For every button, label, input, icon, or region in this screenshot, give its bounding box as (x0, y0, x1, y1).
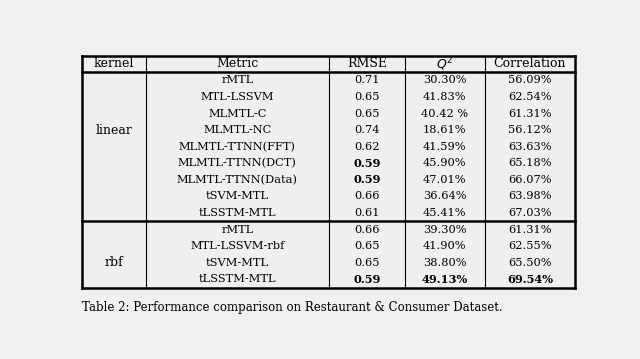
Text: kernel: kernel (94, 57, 134, 70)
Text: 61.31%: 61.31% (508, 108, 552, 118)
Text: 0.65: 0.65 (354, 258, 380, 268)
Text: 0.65: 0.65 (354, 92, 380, 102)
Text: 66.07%: 66.07% (508, 175, 552, 185)
Text: $\it{Q}^2$: $\it{Q}^2$ (436, 55, 453, 73)
Text: 67.03%: 67.03% (508, 208, 552, 218)
Text: 39.30%: 39.30% (423, 225, 467, 235)
Text: 62.54%: 62.54% (508, 92, 552, 102)
Text: 45.90%: 45.90% (423, 158, 467, 168)
Text: 41.83%: 41.83% (423, 92, 467, 102)
Text: Correlation: Correlation (493, 57, 566, 70)
Text: 69.54%: 69.54% (507, 274, 553, 285)
Text: MLMTL-TTNN(Data): MLMTL-TTNN(Data) (177, 175, 298, 185)
Text: 0.59: 0.59 (353, 174, 381, 185)
Text: 41.90%: 41.90% (423, 241, 467, 251)
Text: 65.18%: 65.18% (508, 158, 552, 168)
Text: 40.42 %: 40.42 % (421, 108, 468, 118)
Text: 0.66: 0.66 (354, 191, 380, 201)
Text: 30.30%: 30.30% (423, 75, 467, 85)
Text: rbf: rbf (105, 256, 124, 269)
Text: MLMTL-NC: MLMTL-NC (204, 125, 271, 135)
Text: MTL-LSSVM: MTL-LSSVM (201, 92, 274, 102)
Text: 49.13%: 49.13% (422, 274, 468, 285)
Text: MLMTL-TTNN(FFT): MLMTL-TTNN(FFT) (179, 141, 296, 152)
Text: 41.59%: 41.59% (423, 142, 467, 152)
Text: 65.50%: 65.50% (508, 258, 552, 268)
Text: 0.61: 0.61 (354, 208, 380, 218)
Text: MLMTL-C: MLMTL-C (208, 108, 267, 118)
Text: 38.80%: 38.80% (423, 258, 467, 268)
Text: 0.66: 0.66 (354, 225, 380, 235)
Text: Metric: Metric (216, 57, 259, 70)
Text: 0.65: 0.65 (354, 241, 380, 251)
Text: Table 2: Performance comparison on Restaurant & Consumer Dataset.: Table 2: Performance comparison on Resta… (83, 300, 503, 313)
Bar (83, 56, 575, 288)
Text: 0.74: 0.74 (354, 125, 380, 135)
Text: rMTL: rMTL (221, 75, 253, 85)
Text: 56.12%: 56.12% (508, 125, 552, 135)
Text: 0.71: 0.71 (354, 75, 380, 85)
Text: tSVM-MTL: tSVM-MTL (206, 258, 269, 268)
Text: MLMTL-TTNN(DCT): MLMTL-TTNN(DCT) (178, 158, 297, 168)
Text: 18.61%: 18.61% (423, 125, 467, 135)
Text: 61.31%: 61.31% (508, 225, 552, 235)
Text: linear: linear (95, 123, 132, 137)
Text: 0.62: 0.62 (354, 142, 380, 152)
Text: 63.98%: 63.98% (508, 191, 552, 201)
Text: 0.65: 0.65 (354, 108, 380, 118)
Text: 36.64%: 36.64% (423, 191, 467, 201)
Text: tSVM-MTL: tSVM-MTL (206, 191, 269, 201)
Text: 0.59: 0.59 (353, 274, 381, 285)
Text: 56.09%: 56.09% (508, 75, 552, 85)
Text: 45.41%: 45.41% (423, 208, 467, 218)
Text: RMSE: RMSE (347, 57, 387, 70)
Text: tLSSTM-MTL: tLSSTM-MTL (198, 274, 276, 284)
Text: MTL-LSSVM-rbf: MTL-LSSVM-rbf (190, 241, 285, 251)
Text: 0.59: 0.59 (353, 158, 381, 169)
Text: rMTL: rMTL (221, 225, 253, 235)
Text: tLSSTM-MTL: tLSSTM-MTL (198, 208, 276, 218)
Text: 47.01%: 47.01% (423, 175, 467, 185)
Text: 62.55%: 62.55% (508, 241, 552, 251)
Text: 63.63%: 63.63% (508, 142, 552, 152)
